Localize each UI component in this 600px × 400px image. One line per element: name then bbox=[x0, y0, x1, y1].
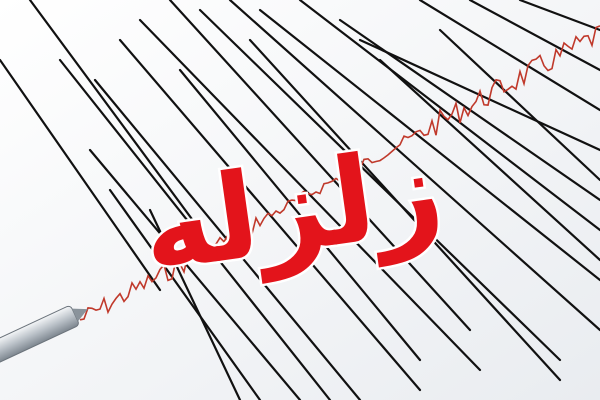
wave-line bbox=[168, 0, 472, 332]
wave-line bbox=[258, 8, 600, 282]
wave-line bbox=[228, 0, 600, 332]
wave-line bbox=[438, 28, 600, 182]
wave-line bbox=[108, 188, 262, 400]
wave-line bbox=[93, 78, 362, 400]
wave-line bbox=[298, 0, 600, 232]
wave-line bbox=[178, 68, 422, 362]
seismic-trace bbox=[79, 25, 600, 321]
wave-line bbox=[138, 18, 482, 372]
wave-line bbox=[198, 8, 562, 362]
wave-line bbox=[518, 0, 600, 32]
wave-line bbox=[58, 58, 332, 400]
wave-line bbox=[88, 148, 302, 400]
wave-line bbox=[148, 208, 242, 400]
wave-line bbox=[468, 0, 600, 72]
wave-line bbox=[358, 38, 600, 152]
wave-line bbox=[418, 0, 600, 112]
seismograph-needle-icon bbox=[0, 305, 88, 371]
wave-line bbox=[378, 58, 600, 262]
wave-line bbox=[248, 38, 562, 382]
wave-line bbox=[0, 58, 162, 292]
wave-line bbox=[28, 0, 202, 232]
